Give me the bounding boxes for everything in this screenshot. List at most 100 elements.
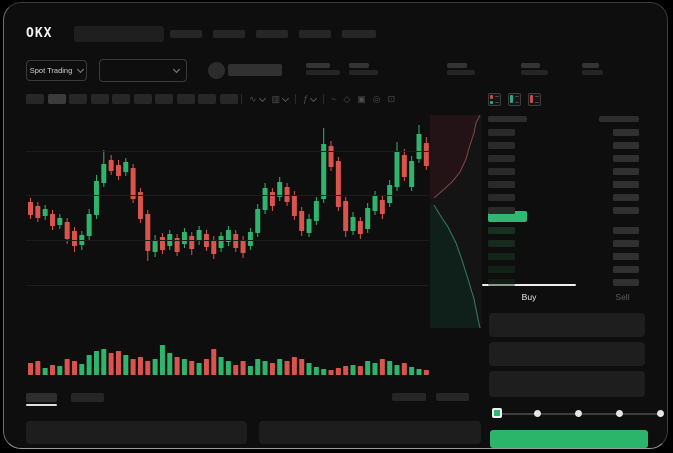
timeframe-button[interactable] (155, 94, 173, 104)
sell-tab-label: Sell (615, 292, 630, 302)
slider-stop[interactable] (656, 410, 664, 417)
market-type-dropdown[interactable]: Spot Trading (26, 60, 87, 81)
total-input[interactable] (489, 371, 645, 397)
ticker-stat (521, 63, 548, 75)
chart-style-icon[interactable]: ∿ (249, 94, 266, 104)
ticker-stat (582, 63, 603, 75)
ask-amount-skeleton[interactable] (613, 142, 639, 149)
bottom-stat-skeleton (392, 393, 426, 401)
app-window: OKX Spot Trading ∿ ▥ ƒ ~ ◇ ▣ ◎ ⊡ (3, 2, 668, 449)
nav-item-skeleton[interactable] (256, 30, 288, 38)
chevron-down-icon (282, 94, 290, 102)
chevron-down-icon (258, 94, 266, 102)
orderbook-asks-view-icon[interactable] (528, 93, 541, 106)
bid-amount-skeleton[interactable] (613, 227, 639, 234)
slider-stop[interactable] (615, 410, 623, 417)
search-input[interactable] (74, 26, 164, 42)
bid-amount-skeleton[interactable] (613, 240, 639, 247)
bid-amount-skeleton[interactable] (613, 279, 639, 286)
ask-amount-skeleton[interactable] (613, 181, 639, 188)
indicators-icon[interactable]: ƒ (303, 94, 318, 104)
amount-input[interactable] (489, 342, 645, 366)
gridline (26, 240, 429, 241)
bid-price-skeleton[interactable] (488, 253, 515, 260)
ask-price-skeleton[interactable] (488, 194, 515, 201)
fullscreen-icon[interactable]: ⊡ (387, 93, 396, 104)
timeframe-button[interactable] (176, 94, 195, 104)
candle-type-icon[interactable]: ▥ (272, 94, 290, 104)
timeframe-button[interactable] (47, 94, 66, 104)
timeframe-button[interactable] (198, 94, 216, 104)
stat-label-skeleton (447, 63, 467, 68)
bid-amount-skeleton[interactable] (613, 266, 639, 273)
orderbook-split-view-icon[interactable] (488, 93, 501, 106)
tab-sell[interactable]: Sell (576, 286, 667, 306)
orderbook-bids-view-icon[interactable] (508, 93, 521, 106)
chevron-down-icon (77, 65, 85, 74)
active-tab-indicator (482, 284, 576, 286)
nav-item-skeleton[interactable] (170, 30, 202, 38)
pair-dropdown[interactable] (99, 59, 187, 82)
nav-menu (170, 30, 376, 38)
timeframe-button[interactable] (69, 94, 87, 104)
stat-label-skeleton (349, 63, 369, 68)
chevron-down-icon (310, 94, 318, 102)
bid-price-skeleton[interactable] (488, 266, 515, 273)
amount-slider[interactable] (492, 405, 664, 421)
timeframe-button[interactable] (133, 94, 152, 104)
orderbook-header-skeleton (599, 116, 639, 122)
slider-handle[interactable] (492, 408, 502, 418)
gridline (26, 151, 429, 152)
stat-label-skeleton (306, 63, 330, 68)
ask-amount-skeleton[interactable] (613, 168, 639, 175)
nav-item-skeleton[interactable] (299, 30, 331, 38)
ask-price-skeleton[interactable] (488, 168, 515, 175)
bottom-tab-skeleton[interactable] (26, 393, 57, 402)
line-tool-icon[interactable]: ~ (331, 93, 337, 104)
bottom-active-tab-indicator (26, 404, 57, 406)
ticker-stat (349, 63, 378, 75)
depth-chart[interactable] (430, 115, 482, 328)
volume-chart (28, 345, 429, 375)
ask-price-skeleton[interactable] (488, 207, 515, 214)
bid-price-skeleton[interactable] (488, 227, 515, 234)
ask-amount-skeleton[interactable] (613, 129, 639, 136)
timeframe-button[interactable] (90, 94, 109, 104)
pair-name-skeleton (228, 64, 282, 76)
bid-price-skeleton[interactable] (488, 240, 515, 247)
history-panel-skeleton (259, 421, 481, 444)
timeframe-button[interactable] (219, 94, 238, 104)
ask-price-skeleton[interactable] (488, 129, 515, 136)
ask-price-skeleton[interactable] (488, 181, 515, 188)
ask-amount-skeleton[interactable] (613, 207, 639, 214)
slider-stop[interactable] (533, 410, 541, 417)
ticker-stat (447, 63, 475, 75)
ask-price-skeleton[interactable] (488, 142, 515, 149)
candlestick-chart[interactable] (26, 115, 429, 333)
last-price-highlight[interactable] (488, 211, 527, 222)
gridline (26, 285, 429, 286)
ask-amount-skeleton[interactable] (613, 194, 639, 201)
stat-value-skeleton (521, 70, 548, 75)
ask-amount-skeleton[interactable] (613, 155, 639, 162)
ask-price-skeleton[interactable] (488, 155, 515, 162)
price-input[interactable] (489, 313, 645, 337)
chart-tools: ∿ ▥ ƒ ~ ◇ ▣ ◎ ⊡ (249, 91, 395, 107)
tab-buy[interactable]: Buy (482, 286, 576, 306)
bid-price-skeleton[interactable] (488, 279, 515, 286)
slider-stop[interactable] (574, 410, 582, 417)
timeframe-button[interactable] (112, 94, 130, 104)
orders-panel-skeleton (26, 421, 247, 444)
nav-item-skeleton[interactable] (342, 30, 376, 38)
stat-value-skeleton (306, 70, 340, 75)
buy-button[interactable] (490, 430, 648, 448)
timeframe-button[interactable] (26, 94, 44, 104)
gridline (26, 195, 429, 196)
orderbook-mode-bar (488, 93, 541, 106)
settings-icon[interactable]: ◎ (372, 93, 381, 104)
measure-icon[interactable]: ◇ (343, 93, 351, 104)
bid-amount-skeleton[interactable] (613, 253, 639, 260)
snapshot-icon[interactable]: ▣ (357, 93, 366, 104)
bottom-tab-skeleton[interactable] (71, 393, 104, 402)
nav-item-skeleton[interactable] (213, 30, 245, 38)
